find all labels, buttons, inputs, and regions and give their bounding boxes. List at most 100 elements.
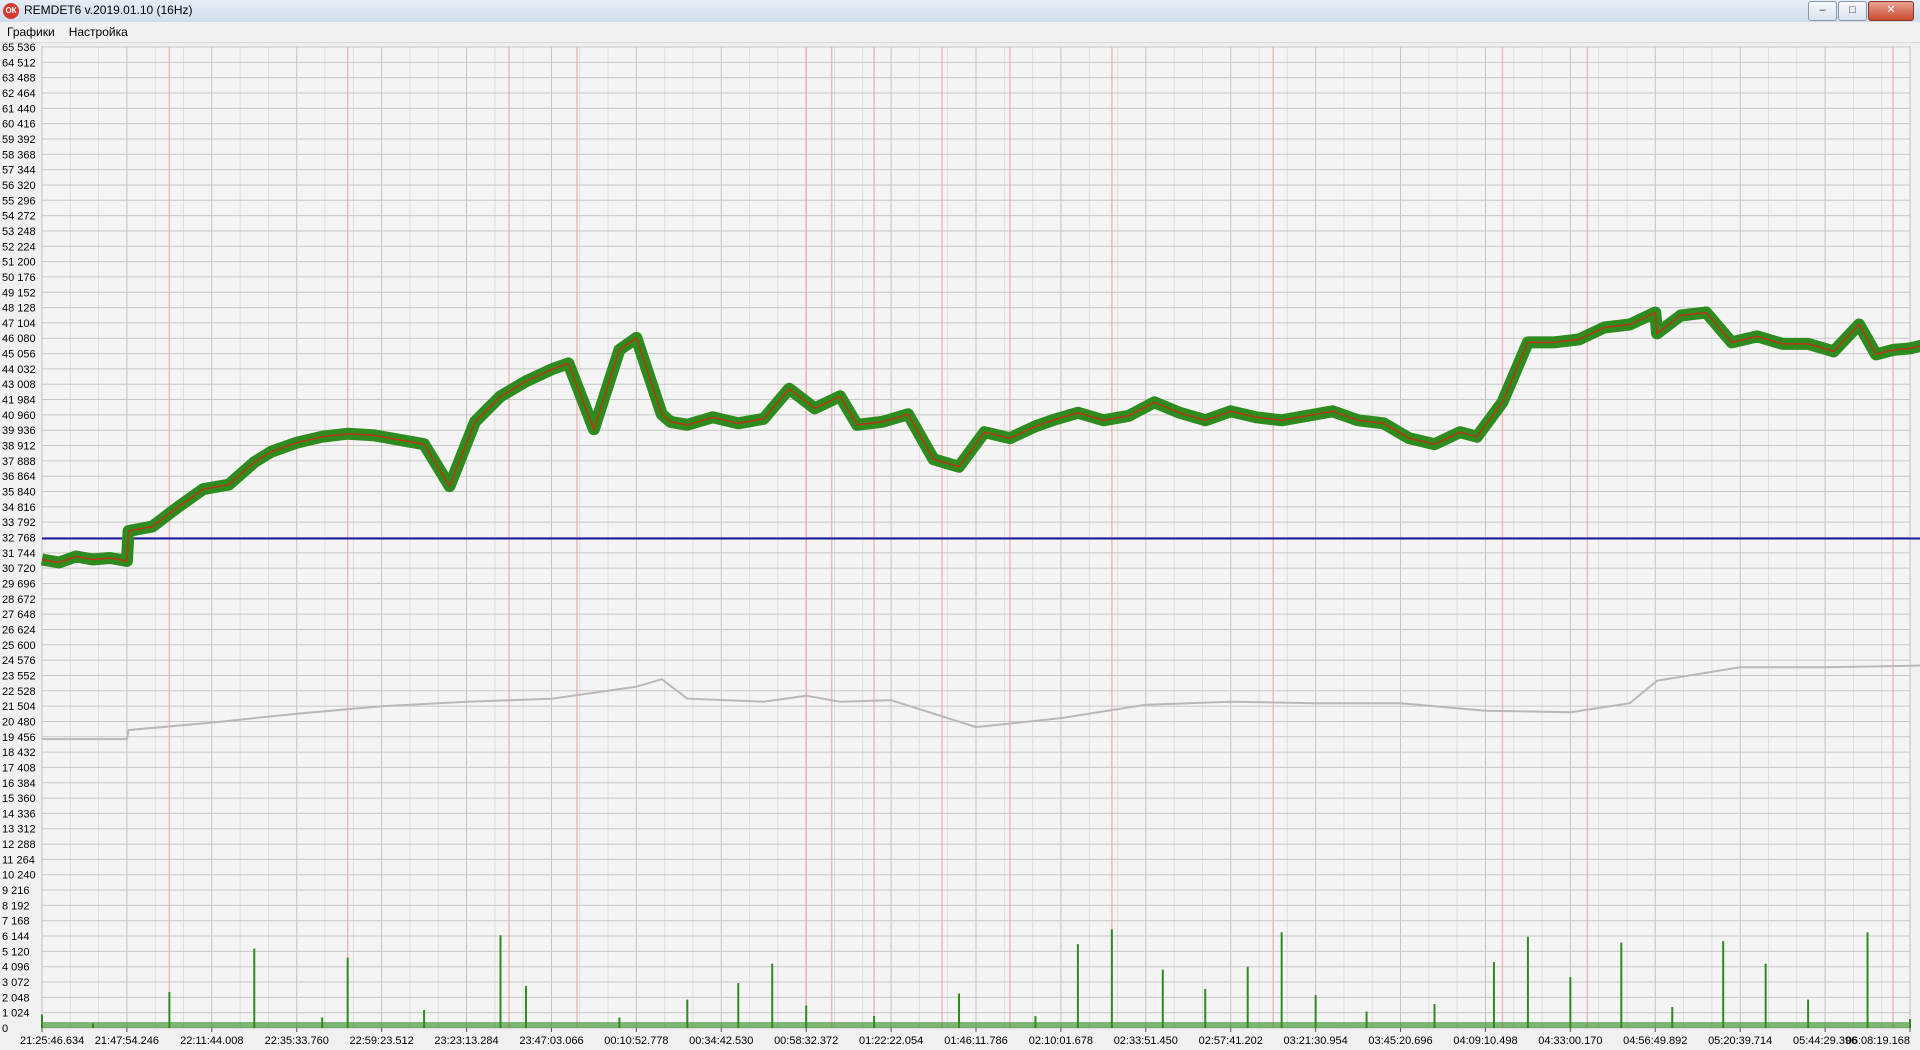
y-tick-label: 51 200 <box>2 257 36 269</box>
menu-settings[interactable]: Настройка <box>68 25 128 39</box>
y-tick-label: 1 024 <box>2 1008 30 1020</box>
y-tick-label: 16 384 <box>2 778 36 790</box>
y-tick-label: 47 104 <box>2 318 36 330</box>
y-tick-label: 27 648 <box>2 609 36 621</box>
x-tick-label: 23:47:03.066 <box>519 1035 583 1047</box>
y-tick-label: 2 048 <box>2 992 30 1004</box>
y-tick-label: 21 504 <box>2 701 36 713</box>
title-bar: ОК REMDET6 v.2019.01.10 (16Hz) – □ ✕ <box>0 0 1920 23</box>
x-tick-label: 01:46:11.786 <box>944 1035 1007 1047</box>
y-tick-label: 54 272 <box>2 211 36 223</box>
x-tick-label: 00:58:32.372 <box>774 1035 838 1047</box>
y-tick-label: 20 480 <box>2 716 36 728</box>
y-tick-label: 0 <box>2 1023 8 1035</box>
close-button[interactable]: ✕ <box>1868 1 1914 21</box>
y-tick-label: 25 600 <box>2 640 36 652</box>
y-tick-label: 46 080 <box>2 333 36 345</box>
menu-bar: Графики Настройка <box>0 22 1920 43</box>
x-tick-label: 23:23:13.284 <box>434 1035 498 1047</box>
x-tick-label: 05:44:29.396 <box>1793 1035 1857 1047</box>
y-tick-label: 14 336 <box>2 808 36 820</box>
y-tick-label: 64 512 <box>2 57 36 69</box>
x-tick-label: 00:10:52.778 <box>604 1035 668 1047</box>
y-tick-label: 30 720 <box>2 563 36 575</box>
y-tick-label: 63 488 <box>2 73 36 85</box>
app-icon: ОК <box>3 3 19 19</box>
x-tick-label: 01:22:22.054 <box>859 1035 923 1047</box>
x-tick-label: 22:11:44.008 <box>180 1035 243 1047</box>
y-tick-label: 11 264 <box>2 854 35 866</box>
y-tick-label: 35 840 <box>2 487 36 499</box>
y-tick-label: 38 912 <box>2 441 36 453</box>
y-tick-label: 15 360 <box>2 793 36 805</box>
y-tick-label: 57 344 <box>2 165 36 177</box>
x-tick-label: 00:34:42.530 <box>689 1035 753 1047</box>
y-tick-label: 22 528 <box>2 686 36 698</box>
y-tick-label: 28 672 <box>2 594 36 606</box>
x-tick-label: 04:56:49.892 <box>1623 1035 1687 1047</box>
maximize-button[interactable]: □ <box>1838 1 1867 21</box>
x-tick-label: 06:08:19.168 <box>1846 1035 1910 1047</box>
y-tick-label: 58 368 <box>2 149 36 161</box>
y-tick-label: 13 312 <box>2 824 36 836</box>
y-tick-label: 19 456 <box>2 732 36 744</box>
y-tick-label: 39 936 <box>2 425 36 437</box>
y-tick-label: 53 248 <box>2 226 36 238</box>
y-tick-label: 29 696 <box>2 578 36 590</box>
x-tick-label: 03:21:30.954 <box>1284 1035 1348 1047</box>
series-line-red-overlay <box>41 311 1920 564</box>
y-tick-label: 60 416 <box>2 119 36 131</box>
minimize-button[interactable]: – <box>1808 1 1837 21</box>
y-tick-label: 49 152 <box>2 287 36 299</box>
x-tick-label: 02:33:51.450 <box>1114 1035 1178 1047</box>
y-tick-label: 4 096 <box>2 962 30 974</box>
y-tick-label: 8 192 <box>2 900 30 912</box>
y-tick-label: 34 816 <box>2 502 36 514</box>
y-tick-label: 23 552 <box>2 670 36 682</box>
y-tick-label: 62 464 <box>2 88 36 100</box>
y-tick-label: 31 744 <box>2 548 36 560</box>
y-tick-label: 5 120 <box>2 946 30 958</box>
y-tick-label: 36 864 <box>2 471 36 483</box>
y-tick-label: 50 176 <box>2 272 36 284</box>
y-tick-label: 9 216 <box>2 885 30 897</box>
y-tick-label: 59 392 <box>2 134 36 146</box>
y-tick-label: 56 320 <box>2 180 36 192</box>
series-line-grey <box>42 664 1920 741</box>
menu-graphs[interactable]: Графики <box>7 25 55 39</box>
y-tick-label: 43 008 <box>2 379 36 391</box>
x-tick-label: 02:10:01.678 <box>1029 1035 1093 1047</box>
y-tick-label: 12 288 <box>2 839 36 851</box>
x-tick-label: 04:09:10.498 <box>1453 1035 1517 1047</box>
histogram-base <box>42 1022 1910 1028</box>
y-tick-label: 52 224 <box>2 241 36 253</box>
y-tick-label: 37 888 <box>2 456 36 468</box>
y-tick-label: 65 536 <box>2 43 36 54</box>
y-tick-label: 10 240 <box>2 870 36 882</box>
x-tick-label: 21:25:46.634 <box>20 1035 84 1047</box>
x-tick-label: 02:57:41.202 <box>1199 1035 1263 1047</box>
x-tick-label: 21:47:54.246 <box>95 1035 159 1047</box>
x-tick-label: 03:45:20.696 <box>1368 1035 1432 1047</box>
y-tick-label: 26 624 <box>2 624 36 636</box>
window-controls: – □ ✕ <box>1807 1 1914 21</box>
x-tick-label: 05:20:39.714 <box>1708 1035 1772 1047</box>
chart-area[interactable]: 0 1 024 2 048 3 072 4 096 5 120 6 144 7 168 8 19… <box>0 43 1920 1050</box>
y-tick-label: 61 440 <box>2 103 36 115</box>
x-tick-label: 22:59:23.512 <box>350 1035 414 1047</box>
y-tick-label: 18 432 <box>2 747 36 759</box>
y-tick-label: 45 056 <box>2 349 36 361</box>
y-tick-label: 55 296 <box>2 195 36 207</box>
y-tick-label: 3 072 <box>2 977 30 989</box>
x-tick-label: 04:33:00.170 <box>1538 1035 1602 1047</box>
y-tick-label: 24 576 <box>2 655 36 667</box>
window-title: REMDET6 v.2019.01.10 (16Hz) <box>24 3 193 17</box>
x-tick-label: 22:35:33.760 <box>265 1035 329 1047</box>
y-tick-label: 7 168 <box>2 916 30 928</box>
y-tick-label: 17 408 <box>2 762 36 774</box>
y-tick-label: 48 128 <box>2 303 36 315</box>
y-tick-label: 32 768 <box>2 533 36 545</box>
y-tick-label: 33 792 <box>2 517 36 529</box>
y-tick-label: 41 984 <box>2 395 36 407</box>
y-tick-label: 6 144 <box>2 931 30 943</box>
